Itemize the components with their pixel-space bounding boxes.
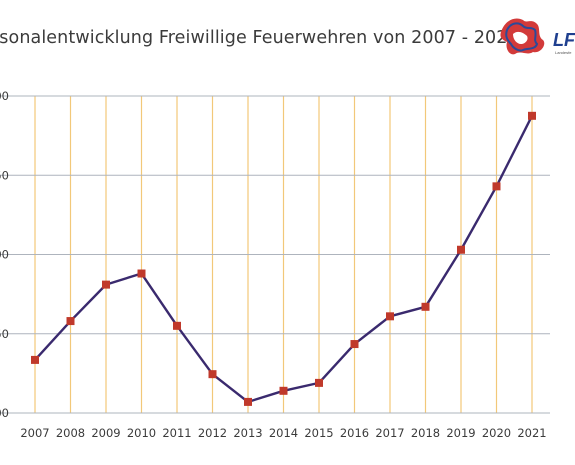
x-tick-label-2014: 2014 bbox=[269, 426, 298, 440]
data-point-2020 bbox=[492, 182, 501, 191]
x-tick-label-2019: 2019 bbox=[446, 426, 475, 440]
x-tick-label-2021: 2021 bbox=[517, 426, 546, 440]
y-tick-labels: 00 50 00 50 00 bbox=[0, 89, 9, 420]
data-point-2009 bbox=[102, 280, 110, 289]
x-tick-label-2020: 2020 bbox=[482, 426, 511, 440]
x-tick-label-2011: 2011 bbox=[162, 426, 191, 440]
x-tick-label-2018: 2018 bbox=[411, 426, 440, 440]
lfv-logo: LF Landesfe bbox=[500, 18, 575, 55]
data-point-2014 bbox=[279, 386, 288, 395]
y-tick-label-0: 00 bbox=[0, 89, 9, 103]
data-point-2018 bbox=[421, 302, 430, 311]
x-tick-label-2008: 2008 bbox=[56, 426, 85, 440]
x-tick-label-2007: 2007 bbox=[20, 426, 49, 440]
logo-subtext: Landesfe bbox=[555, 50, 572, 55]
x-tick-label-2009: 2009 bbox=[91, 426, 120, 440]
data-point-2016 bbox=[350, 340, 359, 349]
x-tick-label-2013: 2013 bbox=[233, 426, 262, 440]
data-point-2013 bbox=[244, 397, 252, 406]
logo-text: LF bbox=[553, 30, 575, 50]
horizontal-gridlines bbox=[0, 95, 550, 335]
data-point-2019 bbox=[457, 245, 465, 254]
data-point-2012 bbox=[208, 370, 217, 379]
data-point-2008 bbox=[66, 317, 75, 326]
x-tick-label-2010: 2010 bbox=[127, 426, 156, 440]
y-tick-label-3: 50 bbox=[0, 327, 9, 341]
y-tick-label-4: 00 bbox=[0, 406, 9, 420]
x-tick-label-2016: 2016 bbox=[340, 426, 369, 440]
data-markers bbox=[31, 111, 536, 406]
data-point-2011 bbox=[173, 321, 181, 330]
data-point-2015 bbox=[315, 378, 323, 387]
data-point-2017 bbox=[386, 312, 394, 321]
y-tick-label-1: 50 bbox=[0, 168, 9, 182]
x-tick-label-2017: 2017 bbox=[375, 426, 404, 440]
data-point-2007 bbox=[31, 355, 39, 364]
x-tick-label-2012: 2012 bbox=[198, 426, 227, 440]
y-tick-label-2: 00 bbox=[0, 248, 9, 262]
chart-title: rsonalentwicklung Freiwillige Feuerwehre… bbox=[0, 28, 519, 48]
data-point-2010 bbox=[137, 269, 146, 278]
x-tick-label-2015: 2015 bbox=[304, 426, 333, 440]
x-tick-labels: 2007 2008 2009 2010 2011 2012 2013 2014 2015 2016… bbox=[20, 426, 546, 440]
logo-map-blue bbox=[505, 22, 539, 52]
logo-map-white bbox=[513, 31, 528, 44]
data-point-2021 bbox=[528, 111, 536, 120]
